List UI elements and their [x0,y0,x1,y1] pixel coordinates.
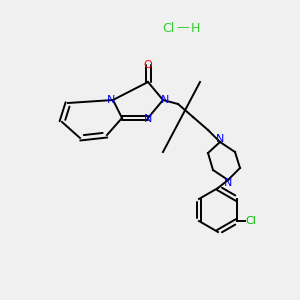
Text: O: O [144,60,152,70]
Text: N: N [144,114,152,124]
Text: N: N [216,134,224,144]
Text: —: — [177,22,189,34]
Text: N: N [107,95,115,105]
Text: H: H [190,22,200,34]
Text: N: N [224,178,232,188]
Text: N: N [161,95,169,105]
Text: Cl: Cl [246,216,256,226]
Text: Cl: Cl [162,22,174,34]
